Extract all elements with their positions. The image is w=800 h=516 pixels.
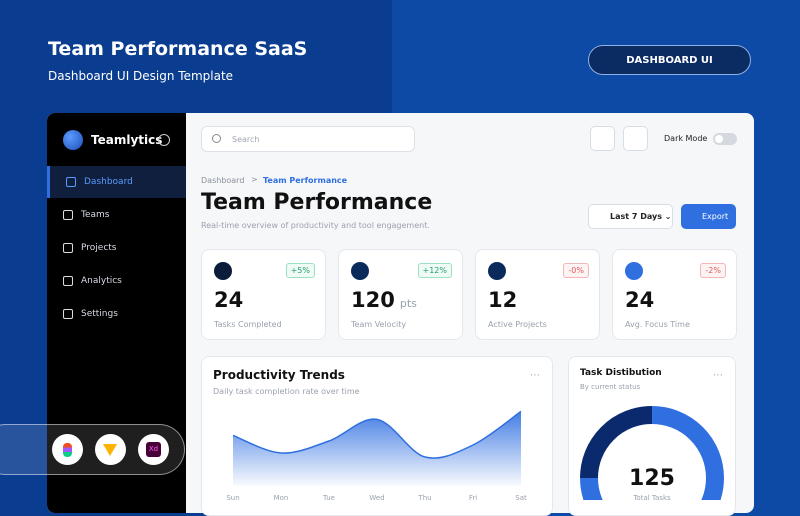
dark-mode-label: Dark Mode [664,134,708,143]
brand: Teamlytics [91,133,163,147]
stat-label: Team Velocity [351,320,407,329]
stat-label: Avg. Focus Time [625,320,690,329]
range-label: Last 7 Days [610,212,662,221]
stat-unit: pts [399,297,417,310]
trend-line [232,410,522,459]
stat-icon [488,262,506,280]
donut-total: 125 [629,466,675,491]
search-icon [212,134,221,143]
x-tick-label: Sat [515,494,527,500]
page-title: Team Performance [201,190,433,215]
stat-value-row: 120 pts [351,288,417,312]
stat-card: +5% 24 Tasks Completed [201,249,326,340]
trends-subtitle: Daily task completion rate over time [213,387,360,396]
dark-mode-toggle[interactable] [713,133,737,145]
x-tick-label: Mon [274,494,289,500]
nav-label: Settings [81,309,118,319]
range-select[interactable]: Last 7 Days ⌄ [588,204,673,229]
nav-icon [63,276,73,286]
promo-title: Team Performance SaaS [48,38,308,60]
nav-icon [63,210,73,220]
nav-label: Teams [81,210,110,220]
breadcrumb-root[interactable]: Dashboard [201,176,245,185]
notifications-button[interactable] [590,126,615,151]
x-tick-label: Fri [469,494,477,500]
nav-item[interactable]: Projects [47,232,186,264]
stat-change: -2% [700,263,726,278]
promo-subtitle: Dashboard UI Design Template [48,69,234,83]
nav-icon [66,177,76,187]
xd-icon: Xd [138,434,169,465]
stat-label: Active Projects [488,320,547,329]
stat-value: 120 [351,288,395,312]
stat-icon [351,262,369,280]
stat-card: +12% 120 pts Team Velocity [338,249,463,340]
inbox-button[interactable] [623,126,648,151]
page-subtitle: Real-time overview of productivity and t… [201,221,430,230]
stat-value-row: 24 [214,288,243,312]
trends-title: Productivity Trends [213,368,345,382]
nav-item[interactable]: Settings [47,298,186,330]
distribution-subtitle: By current status [580,383,641,391]
stat-value: 24 [214,288,244,312]
stat-value-row: 24 [625,288,654,312]
trend-area [233,411,521,486]
nav-item[interactable]: Analytics [47,265,186,297]
badge: DASHBOARD UI [588,45,751,75]
nav-label: Dashboard [84,177,133,187]
trends-menu[interactable]: ⋯ [530,370,540,381]
export-button[interactable]: Export [681,204,736,229]
x-tick-label: Thu [417,494,431,500]
charts: Sun Mon Tue Wed Thu Fri Sat 125 Total Tasks [226,406,724,500]
stat-icon [625,262,643,280]
nav-icon [63,309,73,319]
distribution-menu[interactable]: ⋯ [713,370,723,381]
stat-icon [214,262,232,280]
stat-change: +5% [285,263,315,278]
x-tick-label: Wed [369,494,384,500]
breadcrumb-current: Team Performance [263,176,348,185]
logo [63,130,83,150]
donut-segment [580,406,724,500]
nav-item[interactable]: Teams [47,199,186,231]
figma-icon [52,434,83,465]
nav-label: Projects [81,243,117,253]
stat-card: -2% 24 Avg. Focus Time [612,249,737,340]
stat-value: 12 [488,288,518,312]
sketch-icon [95,434,126,465]
donut-total-label: Total Tasks [632,494,671,500]
stat-value-row: 12 [488,288,517,312]
breadcrumb-separator: > [251,175,258,184]
search-box[interactable]: Search [201,126,415,152]
nav-item[interactable]: Dashboard [47,166,186,198]
nav-icon [63,243,73,253]
x-tick-label: Tue [322,494,335,500]
distribution-title: Task Distibution [580,368,662,378]
stat-value: 24 [625,288,655,312]
stat-change: +12% [417,263,452,278]
search-placeholder: Search [232,135,260,144]
x-tick-label: Sun [226,494,239,500]
collapse-button[interactable] [158,134,170,146]
stat-change: -0% [563,263,589,278]
export-label: Export [702,212,729,221]
stat-label: Tasks Completed [214,320,282,329]
stat-card: -0% 12 Active Projects [475,249,600,340]
nav-label: Analytics [81,276,122,286]
